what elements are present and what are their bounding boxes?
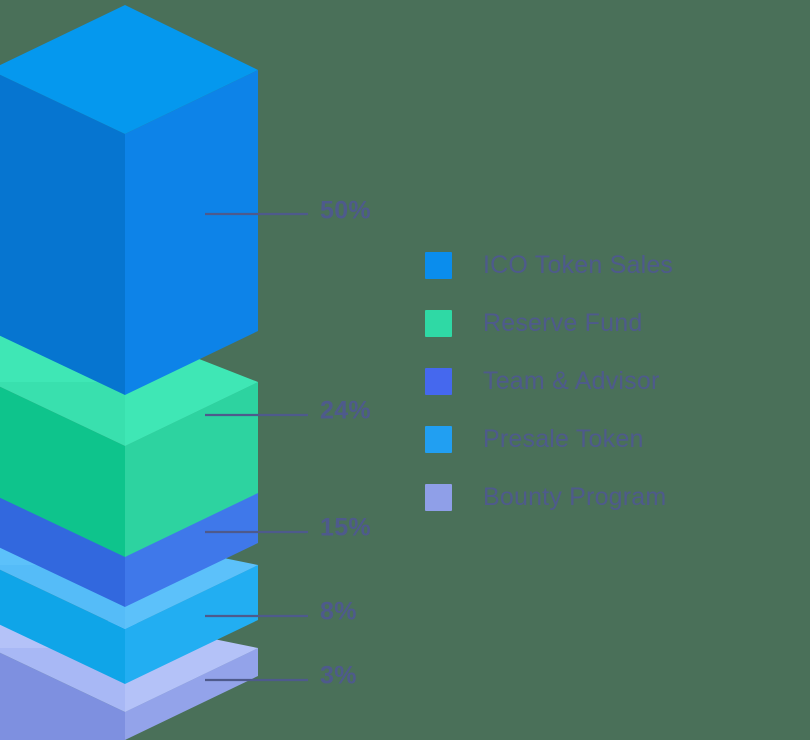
percent-label-presale-token: 8% [320,598,357,626]
percent-label-team-advisor: 15% [320,514,371,542]
legend-swatch-icon-ico-token-sales [425,251,452,279]
segment-presale-token-right-face [125,565,258,684]
legend-label-ico-token-sales: ICO Token Sales [483,250,674,279]
legend-item-presale-token[interactable]: Presale Token [425,410,755,468]
legend-swatch-icon-reserve-fund [425,309,452,337]
leader-line-group [205,212,308,682]
segment-ico-token-sales-top-face [0,5,258,134]
legend-swatch-icon-presale-token [425,425,452,453]
percent-label-reserve-fund: 24% [320,397,371,425]
segment-bounty-program-left-face [0,652,125,740]
segment-bounty-program-right-face [125,648,258,740]
legend-swatch-icon-bounty-program [425,483,452,511]
legend-item-ico-token-sales[interactable]: ICO Token Sales [425,236,755,294]
chart-legend: ICO Token Sales Reserve Fund Team & Advi… [425,236,755,526]
segment-ico-token-sales-left-face [0,74,125,395]
legend-label-bounty-program: Bounty Program [483,482,667,511]
segment-reserve-fund-left-face [0,386,125,557]
legend-label-team-advisor: Team & Advisor [483,366,660,395]
segment-presale-token-left-face [0,569,125,684]
legend-swatch-icon-team-advisor [425,367,452,395]
percent-label-ico-token-sales: 50% [320,197,371,225]
legend-label-reserve-fund: Reserve Fund [483,308,643,337]
legend-item-bounty-program[interactable]: Bounty Program [425,468,755,526]
segment-ico-token-sales-right-face [125,70,258,395]
segment-ico-token-sales[interactable] [0,5,258,395]
legend-item-team-advisor[interactable]: Team & Advisor [425,352,755,410]
segment-reserve-fund-right-face [125,382,258,557]
percent-label-bounty-program: 3% [320,662,357,690]
percent-label-group: 50% 24% 15% 8% 3% [320,197,371,690]
legend-item-reserve-fund[interactable]: Reserve Fund [425,294,755,352]
legend-label-presale-token: Presale Token [483,424,644,453]
